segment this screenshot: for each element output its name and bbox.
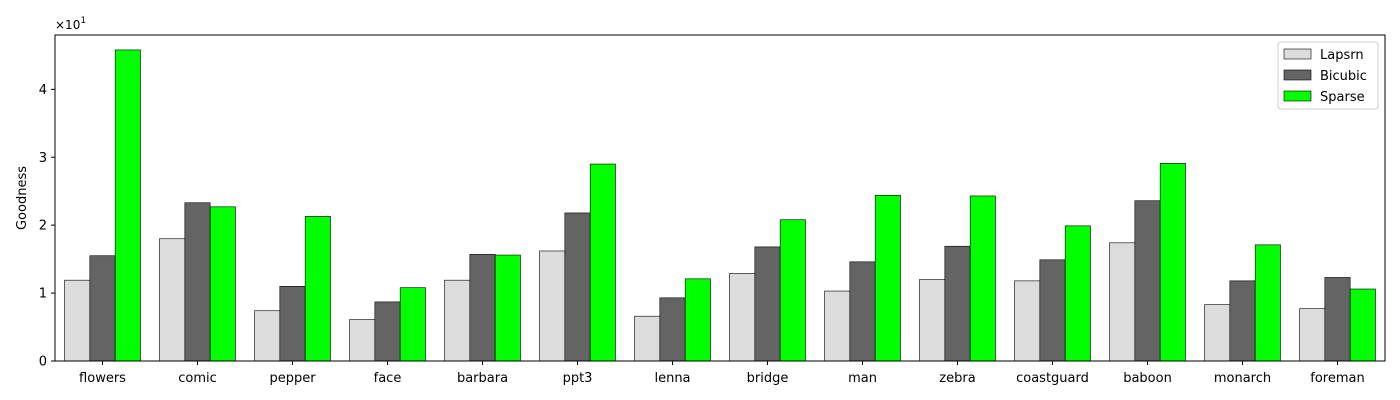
bar-sparse-face (399, 287, 426, 362)
bar-bicubic-foreman (1324, 277, 1351, 362)
bar-bicubic-coastguard (1039, 259, 1066, 362)
bar-lapsrn-flowers (64, 279, 91, 362)
legend-label-bicubic: Bicubic (1320, 69, 1367, 84)
plot-frame (54, 34, 1386, 362)
y-tick-label: 0 (39, 355, 47, 370)
x-tick-label: man (848, 371, 877, 386)
x-tick-label: monarch (1214, 371, 1271, 386)
y-scale-exponent: 1 (80, 16, 86, 26)
bar-sparse-ppt3 (589, 163, 616, 362)
x-tick-label: ppt3 (563, 371, 593, 386)
bars-layer (64, 49, 1376, 362)
bar-lapsrn-pepper (254, 310, 281, 362)
bar-lapsrn-lenna (634, 315, 661, 362)
y-scale-factor: ×101 (55, 16, 86, 32)
x-tick-label: baboon (1123, 371, 1172, 386)
axes-layer (54, 34, 1386, 362)
bar-lapsrn-baboon (1109, 242, 1136, 362)
legend-swatch-sparse (1283, 90, 1312, 102)
bar-sparse-flowers (114, 49, 141, 362)
y-axis-label: Goodness (15, 166, 30, 230)
bar-bicubic-man (849, 261, 876, 362)
bar-lapsrn-face (349, 319, 376, 362)
bar-sparse-foreman (1349, 288, 1376, 362)
bar-bicubic-ppt3 (564, 212, 591, 362)
bar-lapsrn-bridge (729, 273, 756, 362)
y-tick-label: 3 (39, 151, 47, 166)
bar-lapsrn-ppt3 (539, 250, 566, 362)
x-tick-label: foreman (1310, 371, 1364, 386)
bar-lapsrn-barbara (444, 279, 471, 362)
bar-bicubic-barbara (469, 254, 496, 362)
bar-sparse-lenna (684, 278, 711, 362)
bar-bicubic-face (374, 301, 401, 362)
bar-sparse-comic (209, 206, 236, 362)
bar-sparse-bridge (779, 219, 806, 362)
x-tick-label: comic (178, 371, 217, 386)
bar-lapsrn-coastguard (1014, 280, 1041, 362)
x-tick-label: bridge (747, 371, 789, 386)
legend: Lapsrn Bicubic Sparse (1277, 41, 1379, 110)
y-ticks: 0 1 2 3 4 (39, 83, 55, 370)
x-tick-label: coastguard (1016, 371, 1089, 386)
bar-bicubic-lenna (659, 297, 686, 362)
bar-lapsrn-comic (159, 238, 186, 362)
bar-bicubic-monarch (1229, 280, 1256, 362)
bar-lapsrn-zebra (919, 279, 946, 362)
x-tick-label: lenna (654, 371, 690, 386)
bar-lapsrn-foreman (1299, 308, 1326, 362)
bar-bicubic-flowers (89, 255, 116, 362)
bar-bicubic-comic (184, 202, 211, 362)
bar-sparse-zebra (969, 195, 996, 362)
x-ticks: flowers comic pepper face barbara ppt3 lenna br… (79, 361, 1365, 386)
bar-sparse-baboon (1159, 163, 1186, 362)
legend-label-sparse: Sparse (1320, 90, 1365, 105)
bar-bicubic-baboon (1134, 200, 1161, 362)
y-scale-base: ×10 (55, 18, 80, 32)
y-tick-label: 2 (39, 219, 47, 234)
x-tick-label: face (374, 371, 402, 386)
legend-swatch-bicubic (1283, 69, 1312, 81)
bar-lapsrn-monarch (1204, 304, 1231, 362)
x-tick-label: flowers (79, 371, 126, 386)
bar-sparse-man (874, 194, 901, 362)
x-tick-label: zebra (939, 371, 975, 386)
x-tick-label: barbara (457, 371, 508, 386)
bar-sparse-pepper (304, 216, 331, 362)
bar-lapsrn-man (824, 290, 851, 362)
bar-bicubic-bridge (754, 246, 781, 362)
y-tick-label: 1 (39, 287, 47, 302)
y-tick-label: 4 (39, 83, 47, 98)
legend-swatch-lapsrn (1283, 48, 1312, 60)
bar-bicubic-zebra (944, 245, 971, 362)
legend-label-lapsrn: Lapsrn (1320, 48, 1364, 63)
bar-sparse-barbara (494, 254, 521, 362)
bar-bicubic-pepper (279, 285, 306, 362)
bar-sparse-monarch (1254, 244, 1281, 362)
bar-sparse-coastguard (1064, 225, 1091, 362)
x-tick-label: pepper (269, 371, 316, 386)
